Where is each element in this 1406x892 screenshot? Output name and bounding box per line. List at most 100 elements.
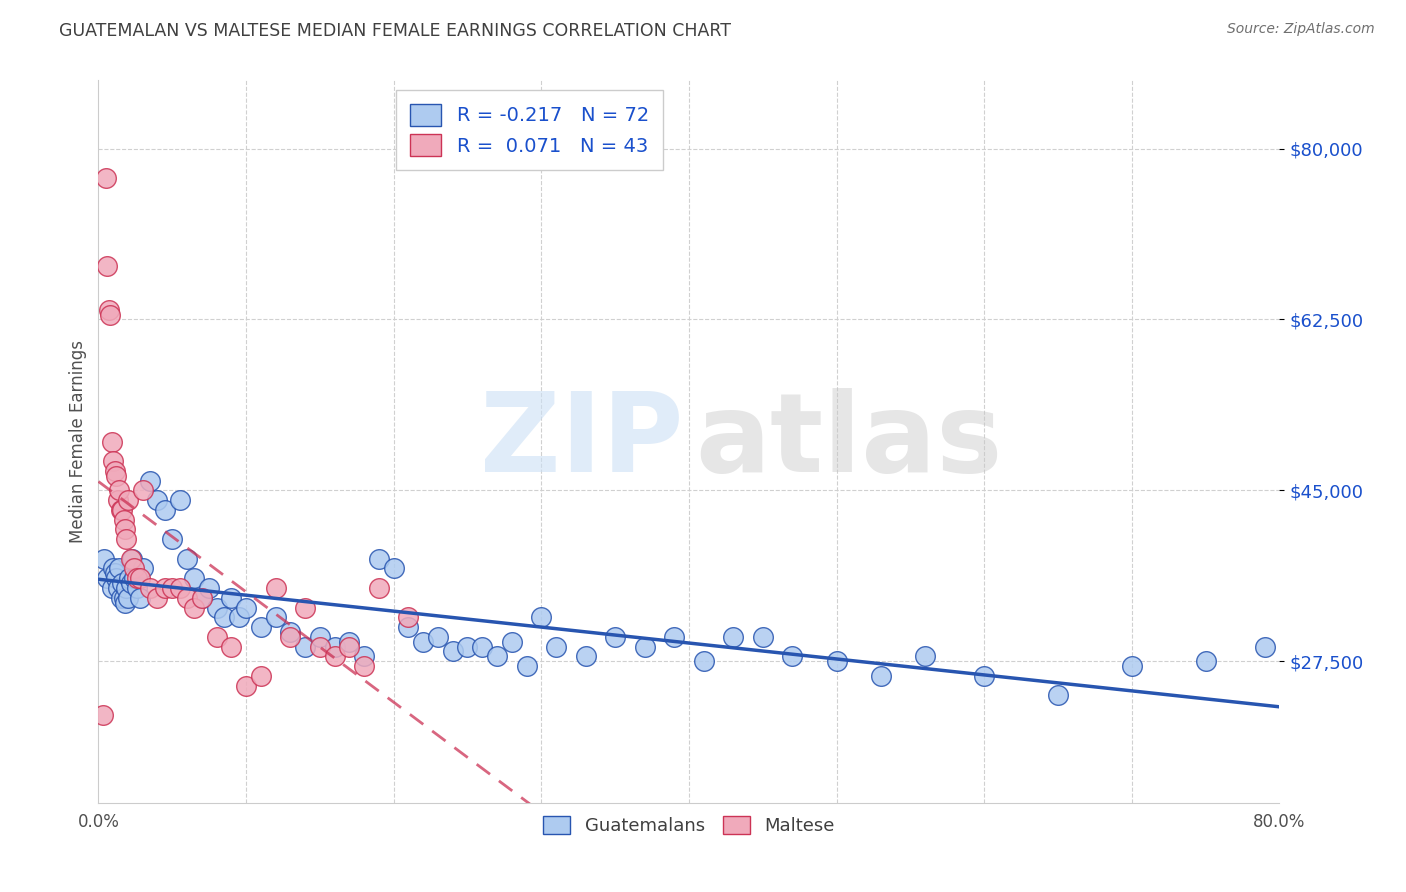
Point <box>100 434 122 449</box>
Point <box>114 523 136 537</box>
Point <box>486 649 509 664</box>
Point <box>115 532 138 546</box>
Point <box>280 630 302 644</box>
Point <box>368 551 391 566</box>
Point <box>183 600 205 615</box>
Point <box>228 610 250 624</box>
Point <box>176 591 198 605</box>
Point <box>132 561 155 575</box>
Point <box>105 571 128 585</box>
Point <box>914 649 936 664</box>
Point <box>752 630 775 644</box>
Point <box>162 532 183 546</box>
Point <box>530 610 553 624</box>
Point <box>382 561 405 575</box>
Point <box>93 551 115 566</box>
Point <box>605 630 627 644</box>
Point <box>100 581 122 595</box>
Point <box>110 591 132 605</box>
Point <box>176 551 198 566</box>
Text: Source: ZipAtlas.com: Source: ZipAtlas.com <box>1227 22 1375 37</box>
Point <box>114 596 136 610</box>
Point <box>108 483 131 498</box>
Point <box>457 640 479 654</box>
Point <box>471 640 494 654</box>
Point <box>825 654 848 668</box>
Point <box>112 591 135 605</box>
Point <box>146 591 169 605</box>
Point <box>280 624 302 639</box>
Point <box>128 591 150 605</box>
Point <box>111 503 134 517</box>
Point <box>153 581 176 595</box>
Point <box>323 640 346 654</box>
Point <box>162 581 183 595</box>
Point <box>103 561 125 575</box>
Point <box>368 581 391 595</box>
Point <box>398 620 420 634</box>
Point <box>98 308 121 322</box>
Point <box>104 566 127 581</box>
Point <box>103 454 125 468</box>
Point <box>205 630 228 644</box>
Point <box>128 571 150 585</box>
Point <box>1254 640 1277 654</box>
Point <box>353 649 375 664</box>
Point <box>111 576 134 591</box>
Point <box>107 581 129 595</box>
Point <box>546 640 568 654</box>
Point <box>104 464 127 478</box>
Point <box>122 571 145 585</box>
Text: atlas: atlas <box>695 388 1002 495</box>
Point <box>323 649 346 664</box>
Point <box>264 581 287 595</box>
Point <box>115 581 138 595</box>
Point <box>221 640 243 654</box>
Point <box>398 610 420 624</box>
Point <box>693 654 716 668</box>
Point <box>870 669 893 683</box>
Point <box>441 644 464 658</box>
Point <box>250 620 273 634</box>
Point <box>118 571 141 585</box>
Point <box>132 483 155 498</box>
Point <box>105 468 128 483</box>
Point <box>108 561 131 575</box>
Point <box>139 581 162 595</box>
Y-axis label: Median Female Earnings: Median Female Earnings <box>69 340 87 543</box>
Point <box>169 493 191 508</box>
Point <box>235 679 257 693</box>
Point <box>94 170 117 185</box>
Point <box>723 630 745 644</box>
Point <box>146 493 169 508</box>
Point <box>191 591 214 605</box>
Point <box>235 600 257 615</box>
Point <box>1195 654 1218 668</box>
Point <box>120 576 142 591</box>
Point <box>117 493 139 508</box>
Point <box>973 669 995 683</box>
Point <box>353 659 375 673</box>
Point <box>96 571 118 585</box>
Point <box>125 581 148 595</box>
Point <box>117 591 139 605</box>
Point <box>110 503 132 517</box>
Point <box>427 630 450 644</box>
Point <box>309 630 332 644</box>
Point <box>294 600 316 615</box>
Point <box>191 591 214 605</box>
Point <box>122 561 145 575</box>
Legend: Guatemalans, Maltese: Guatemalans, Maltese <box>534 807 844 845</box>
Point <box>97 302 120 317</box>
Text: ZIP: ZIP <box>479 388 683 495</box>
Point <box>212 610 235 624</box>
Point <box>91 707 114 722</box>
Point <box>205 600 228 615</box>
Point <box>309 640 332 654</box>
Point <box>782 649 804 664</box>
Point <box>664 630 686 644</box>
Point <box>516 659 538 673</box>
Point <box>139 474 162 488</box>
Point <box>112 513 135 527</box>
Point <box>107 493 129 508</box>
